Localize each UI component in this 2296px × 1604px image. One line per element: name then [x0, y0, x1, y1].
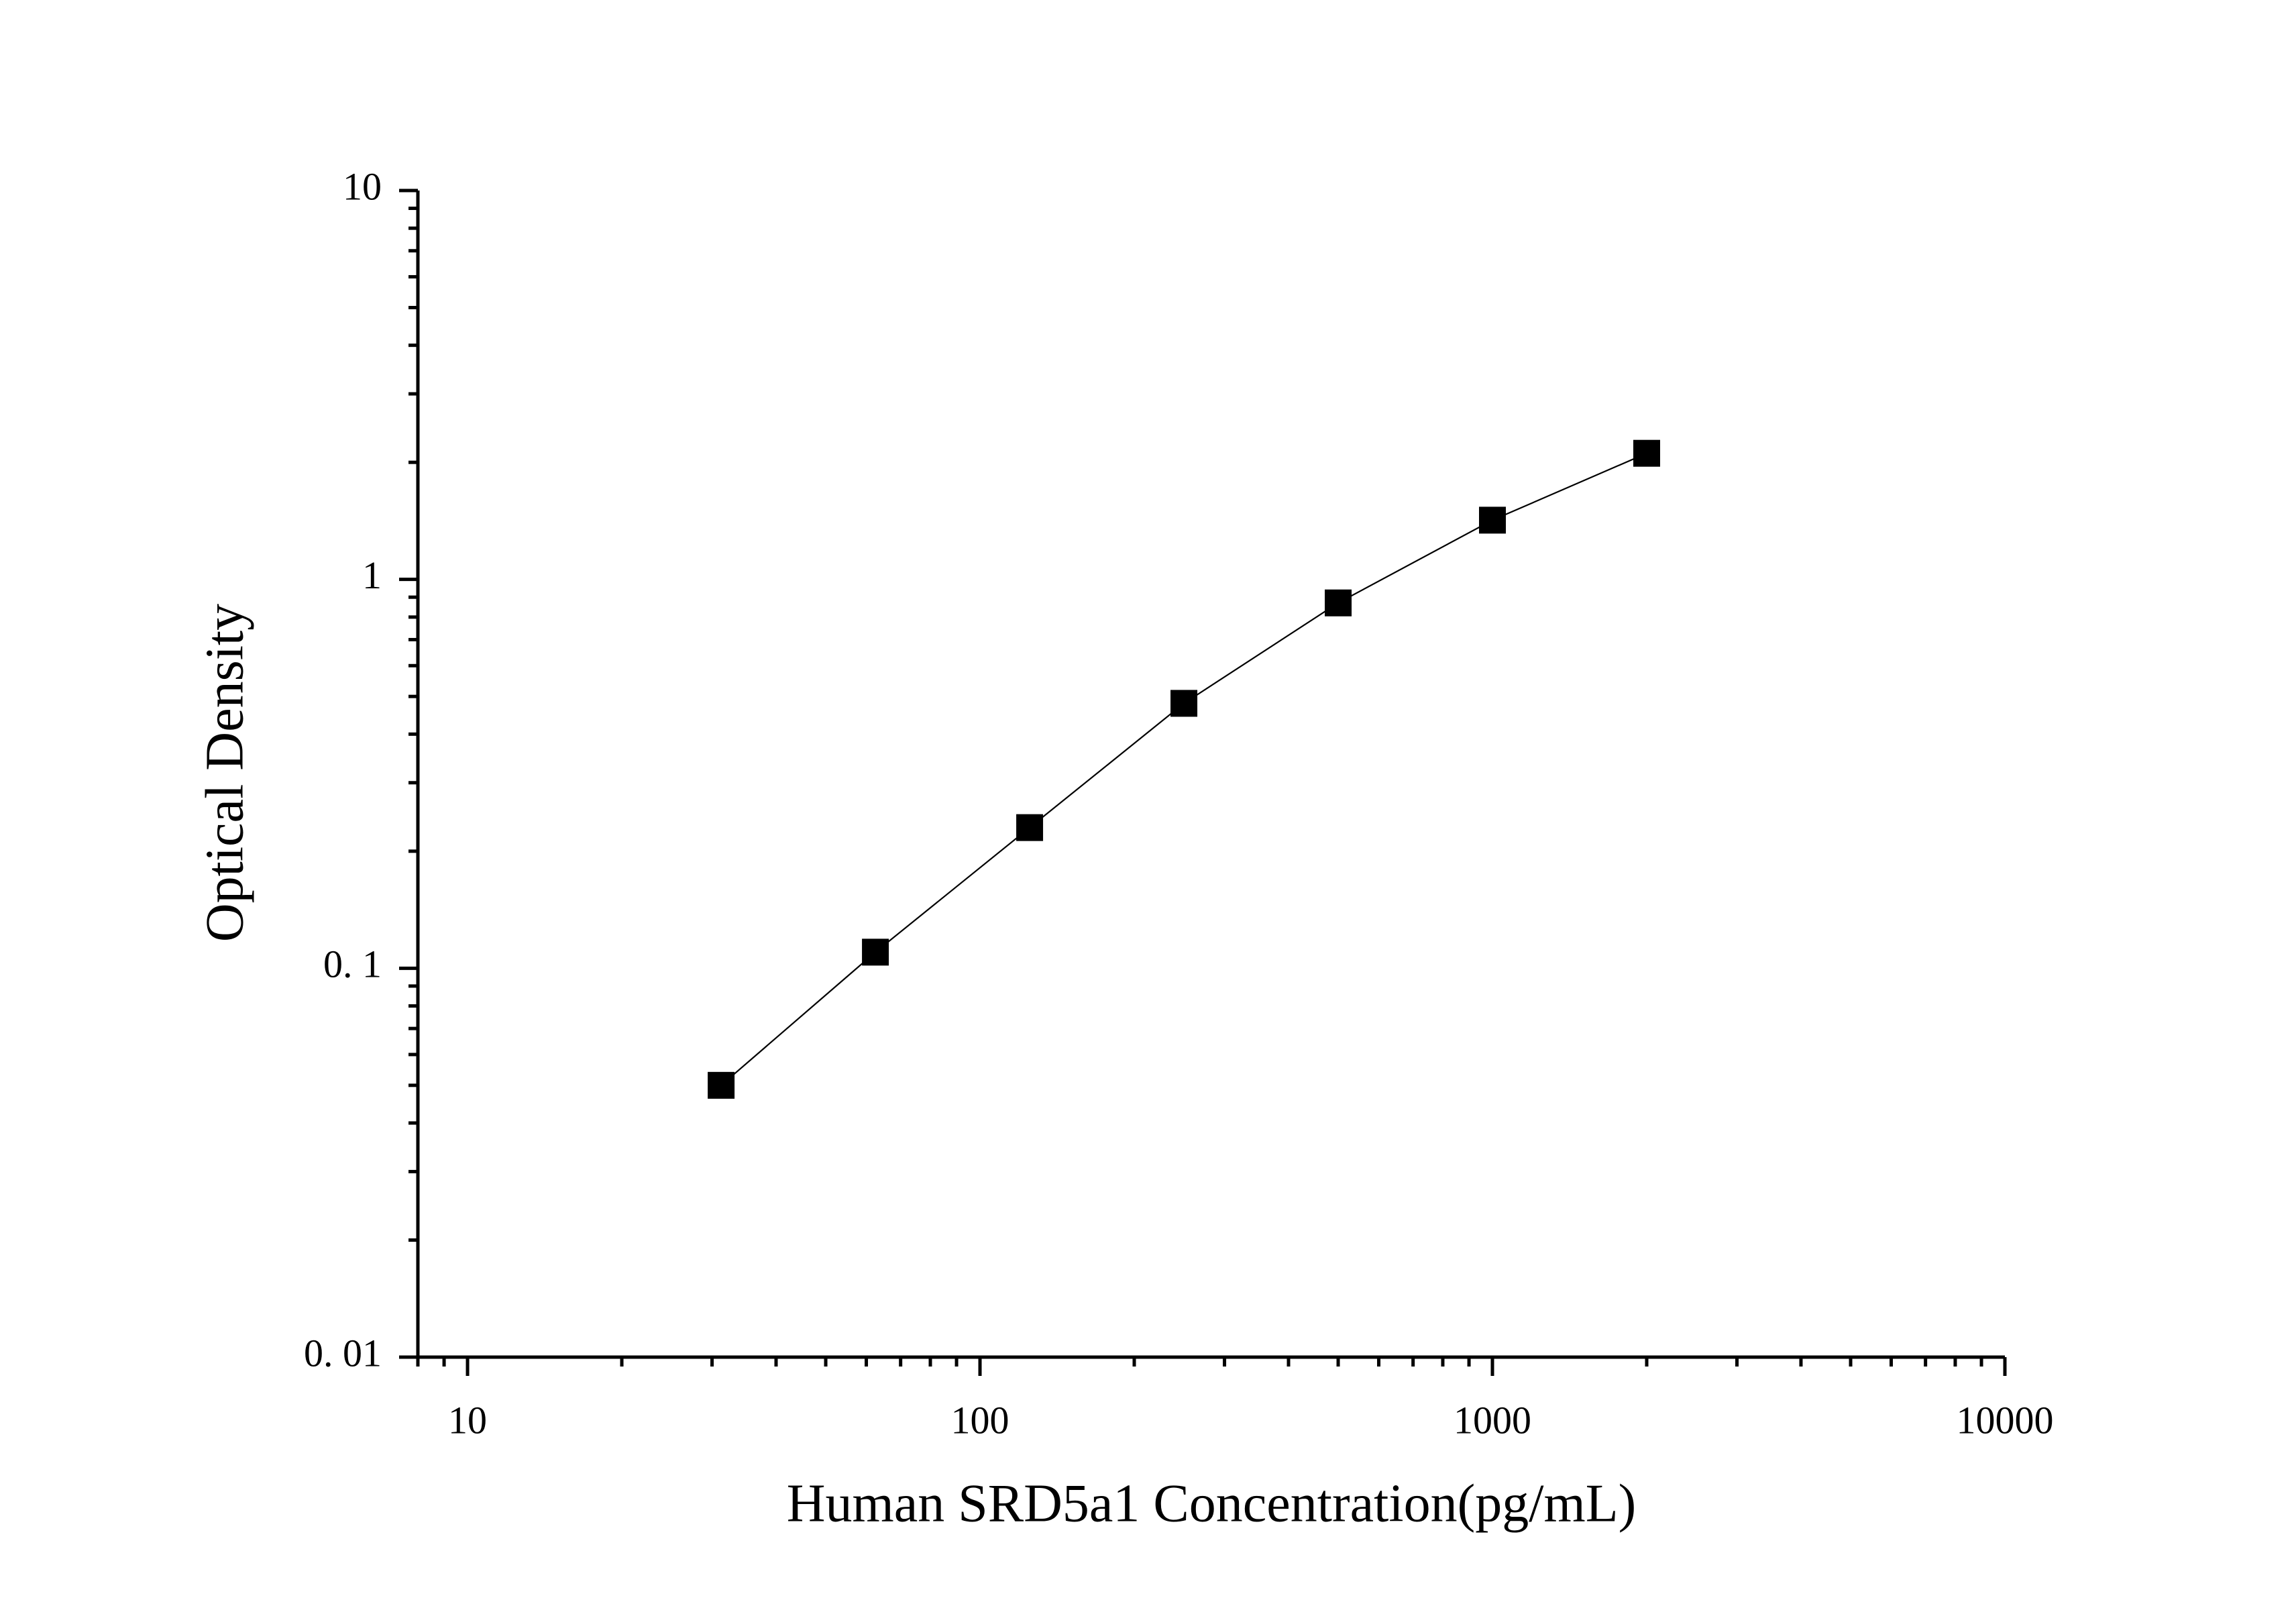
x-tick-label: 1000 — [1454, 1398, 1531, 1442]
y-tick-label: 0. 1 — [323, 943, 382, 986]
y-tick-label: 0. 01 — [304, 1331, 382, 1375]
data-point — [1016, 814, 1044, 841]
data-point — [1633, 439, 1660, 467]
x-axis-title: Human SRD5a1 Concentration(pg/mL) — [787, 1474, 1636, 1533]
data-point — [862, 939, 889, 966]
data-point — [1325, 589, 1352, 617]
data-point — [1170, 690, 1198, 717]
y-tick-label: 1 — [362, 553, 382, 597]
x-tick-label: 10000 — [1957, 1398, 2054, 1442]
data-point — [708, 1071, 735, 1099]
y-axis-title: Optical Density — [195, 604, 254, 942]
y-tick-label: 10 — [343, 164, 382, 208]
x-tick-label: 10 — [448, 1398, 487, 1442]
x-tick-label: 100 — [951, 1398, 1009, 1442]
data-point — [1479, 506, 1507, 534]
